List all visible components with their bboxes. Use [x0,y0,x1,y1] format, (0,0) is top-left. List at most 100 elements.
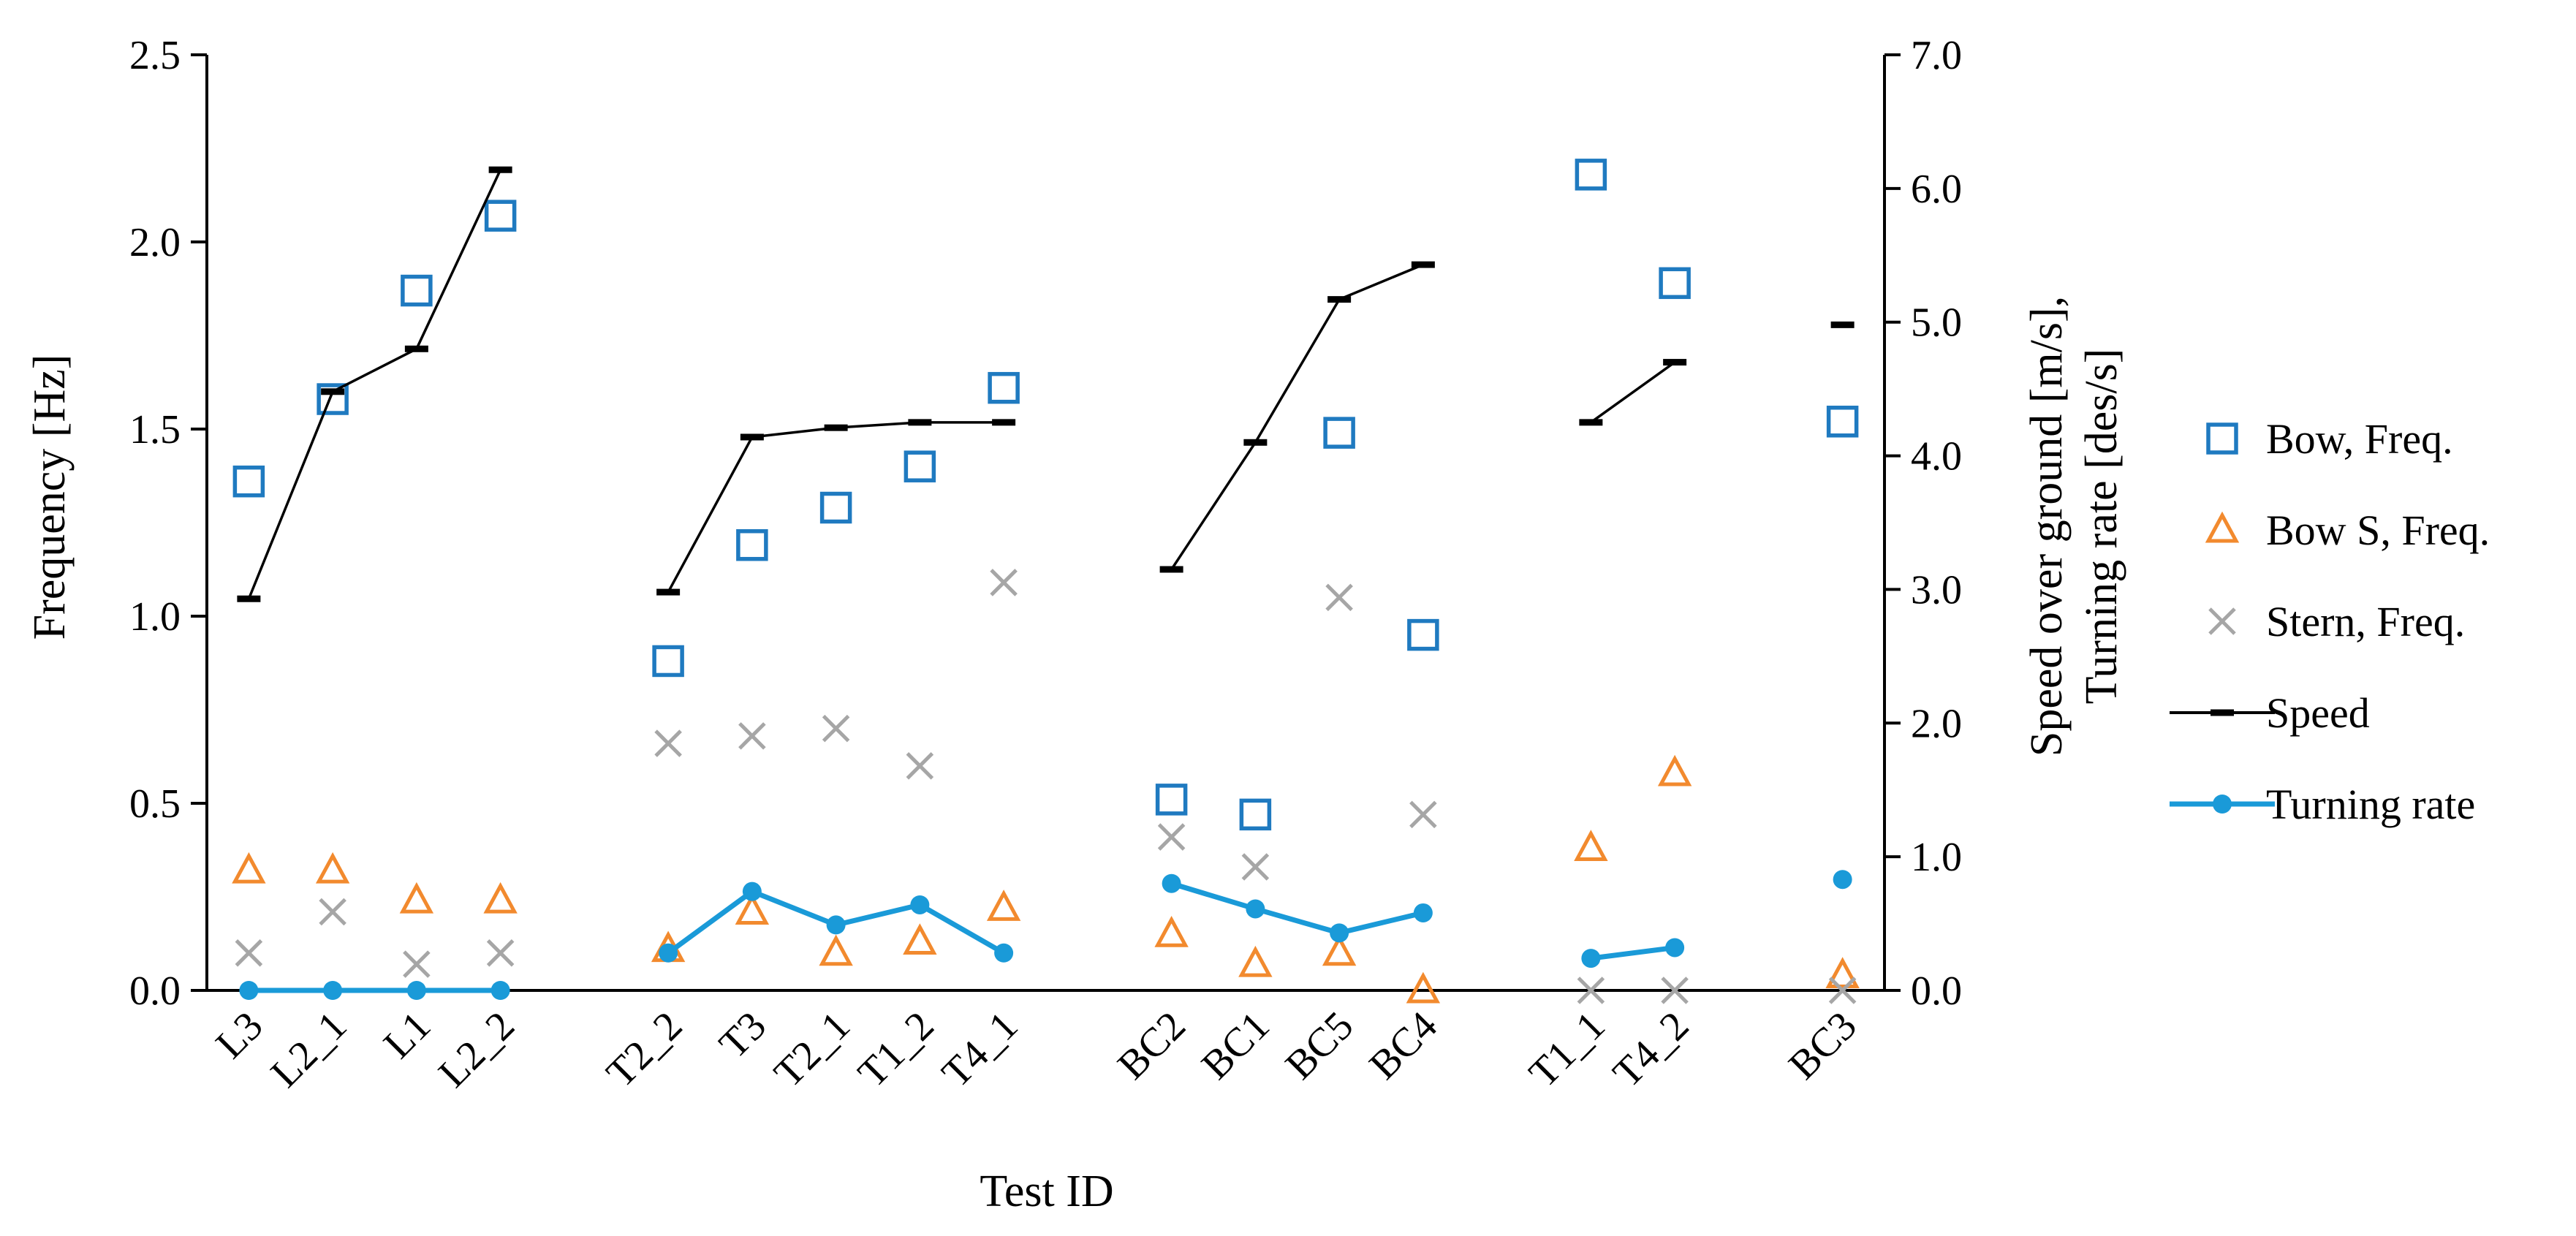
point-speed [1830,321,1855,328]
point-stern-freq-stroke-b [1157,823,1186,851]
series-turning-rate [239,870,1852,1000]
label-layer: 0.0 0.5 1.0 1.5 2.0 2.5 0.0 1.0 2.0 3.0 4.0 5.0 6.0 7… [129,33,1962,1096]
point-bow-freq [1323,417,1355,449]
point-bow-freq [988,371,1020,404]
point-bow-freq [1239,798,1272,831]
point-bow-freq [317,383,349,415]
point-stern-freq [1325,583,1353,612]
y-left-tick-label: 1.5 [129,407,181,452]
legend-item-speed: Speed [2170,689,2370,737]
x-axis-title: Test ID [980,1167,1113,1216]
x-category-label: BC3 [1780,1003,1865,1088]
legend-label-bow-freq: Bow, Freq. [2266,415,2453,463]
y-left-tick-label: 0.5 [129,781,181,827]
point-stern-freq-stroke-b [1828,977,1857,1004]
point-bow-s-freq [735,893,770,925]
point-turning-rate [1581,949,1601,968]
point-stern-freq [403,950,431,978]
point-bow-s-freq [1322,934,1357,966]
point-bow-freq [401,274,433,307]
series-line-speed-group-4 [1590,361,1676,424]
point-bow-s-freq [1154,915,1189,947]
series-line-speed-group-1 [247,169,502,599]
point-turning-rate [994,943,1014,963]
point-turning-rate [1665,938,1685,958]
point-bow-freq [1407,618,1439,651]
point-bow-freq [904,450,936,482]
point-speed [237,595,261,602]
point-bow-s-freq [1238,945,1273,977]
point-bow-freq [819,491,852,524]
y-left-tick-label: 0.0 [129,968,181,1014]
point-bow-s-freq [1657,754,1692,786]
point-speed [1579,419,1603,426]
series-bow-freq [232,159,1859,831]
legend-label-speed: Speed [2266,689,2370,737]
point-speed [321,388,345,395]
x-category-label: BC5 [1277,1003,1362,1088]
legend-item-bow-freq: Bow, Freq. [2206,415,2453,463]
legend-item-turning-rate: Turning rate [2170,781,2475,828]
x-category-label: BC1 [1193,1003,1278,1088]
series-layer [232,159,1860,1004]
point-turning-rate [659,943,678,963]
point-stern-freq [822,714,850,743]
y-right-tick-label: 0.0 [1911,968,1962,1014]
point-bow-freq [1826,406,1859,438]
x-category-label: L2_1 [262,1003,355,1096]
point-stern-freq-stroke-b [738,722,766,750]
legend: Bow, Freq. Bow S, Freq. Stern, Freq. Speed T… [2170,415,2490,828]
point-turning-rate [1833,870,1852,890]
point-stern-freq-stroke-b [1661,977,1689,1004]
point-speed [908,419,932,426]
point-bow-freq [652,645,684,678]
legend-marker-bow-s-freq [2205,511,2240,543]
point-turning-rate [742,881,762,901]
point-bow-s-freq [483,881,518,914]
point-stern-freq [1661,977,1689,1004]
point-turning-rate [1330,923,1349,943]
x-category-label: T1_1 [1520,1003,1613,1096]
point-stern-freq [319,898,346,926]
series-line-turning-rate-group-3 [1170,881,1424,936]
point-speed [740,433,764,441]
point-stern-freq-stroke-b [1241,853,1270,881]
x-category-label: L3 [208,1003,272,1067]
x-category-label: L1 [375,1003,439,1067]
x-category-label: T2_2 [598,1003,691,1096]
y-right-tick-label: 2.0 [1911,701,1962,746]
y-right-tick-label: 1.0 [1911,835,1962,880]
point-stern-freq-stroke-b [1577,977,1605,1004]
point-stern-freq [1577,977,1605,1004]
point-bow-freq [736,528,768,561]
point-stern-freq-stroke-b [486,939,515,967]
point-bow-s-freq [232,852,266,884]
point-speed [656,588,681,596]
point-turning-rate [910,895,930,914]
series-line-speed-group-3 [1170,263,1424,570]
point-bow-s-freq [986,890,1021,921]
point-speed [404,345,428,352]
point-bow-s-freq [1825,957,1860,989]
x-category-label: T3 [711,1003,775,1067]
point-stern-freq-stroke-b [319,898,346,926]
x-category-label: T4_2 [1605,1003,1697,1096]
point-speed [992,419,1016,426]
y-left-tick-label: 2.0 [129,220,181,265]
y-axis-left-title: Frequency [Hz] [25,355,75,640]
x-category-label: BC2 [1109,1003,1194,1088]
legend-marker-bow-freq [2206,422,2238,455]
point-turning-rate [323,981,343,1000]
point-speed [1663,359,1687,366]
point-stern-freq-stroke-b [403,950,431,978]
y-right-tick-label: 4.0 [1911,434,1962,479]
point-stern-freq-stroke-b [1325,583,1353,612]
point-bow-freq [1155,784,1188,816]
point-speed [1327,296,1352,303]
y-left-tick-label: 1.0 [129,594,181,640]
point-stern-freq-stroke-b [990,569,1018,596]
point-bow-s-freq [819,934,853,966]
legend-item-bow-s-freq: Bow S, Freq. [2205,507,2490,554]
series-line-speed-group-2 [667,421,1004,593]
